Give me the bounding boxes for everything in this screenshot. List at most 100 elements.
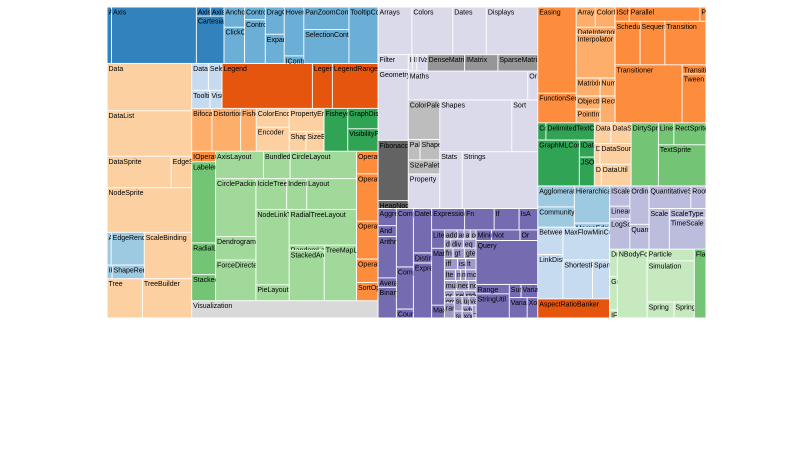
cell: Dates [452,7,487,55]
cell-rect [222,63,313,109]
cell-rect [537,122,546,141]
cell-rect [356,151,379,174]
cell-rect [511,99,538,152]
cell-label: TransitionEvent [684,67,732,74]
cell: IsA [519,208,538,230]
cell-rect [545,122,595,141]
cell-label: DateUtil [415,211,440,218]
cell-label: DataEvent [193,66,226,73]
cell-label: TimeScale [671,221,704,228]
cell: Property [408,174,440,209]
cell-label: Visualization [193,303,232,310]
cell-label: Match [433,251,452,258]
cell: add [444,229,458,240]
cell-rect [265,34,285,64]
cell-label: ArrayInterpolator [578,10,631,17]
cell-label: DenseMatrix [429,57,469,64]
cell-rect [594,164,602,186]
cell-label: TreeBuilder [144,281,181,288]
cell: Variable [521,284,538,298]
cell: Transitioner [614,64,683,123]
cell-label: DragForce [611,252,644,259]
cell-label: DataSprite [109,159,142,166]
cell-rect [256,108,290,128]
cell-rect [211,108,241,152]
cell-rect [452,7,487,55]
cell: DataSchema [610,122,632,144]
cell-label: VisibilityFilter [349,131,390,138]
cell-label: orderby [446,299,470,306]
cell-rect [521,284,538,298]
cell: eq [463,239,477,249]
cell-rect [519,229,538,241]
cell: Distortion [211,108,241,152]
cell-rect [576,34,615,78]
cell: ClickControl [223,27,245,64]
cell-label: MergeEdge [576,226,612,233]
cell-label: TooltipControl [350,10,393,17]
cell: SizePalette [408,159,446,175]
cell-rect [537,93,577,123]
cell-label: Dates [454,10,473,17]
cell-label: CircleLayout [292,154,331,161]
cell-rect [614,7,630,22]
cell-label: BifocalDistortion [193,111,244,118]
cell-label: Not [493,232,504,239]
cell-rect [191,300,379,319]
cell: Fn [464,208,495,230]
cell-rect [356,259,379,283]
cell: Transition [664,21,707,65]
cell-label: ShapeEncoder [291,134,338,141]
cell-rect [412,54,417,72]
cell-rect [454,290,465,297]
cell-label: not [470,283,480,290]
cell: Range [476,284,510,294]
cell: If [494,208,520,230]
cell: IRenderer [107,265,113,279]
cell-label: ShapeRenderer [114,268,164,275]
cell-rect [527,71,538,100]
cell: mul [444,280,458,291]
cell-label: PropertyEncoder [291,111,344,118]
cell: BinaryExpression [378,287,397,318]
cell: Spring [647,301,674,319]
cell-rect [600,77,615,96]
cell-label: SelectionControl [305,32,357,39]
cell: QuantitativeScale [648,185,691,209]
cell-rect [431,305,445,319]
cell-rect [378,69,409,141]
cell: AnchorControl [223,7,245,28]
cell-rect [460,269,466,281]
cell-label: Property [410,177,437,184]
cell: select [454,290,465,297]
cell-label: AggregateExpression [380,211,447,218]
cell: DataSprite [107,156,172,188]
cell-label: Layout [308,181,329,188]
cell-rect [527,297,538,319]
cell: PieLayout [255,284,290,301]
cell: xor [462,311,473,318]
cell-rect [289,108,324,132]
cell-rect [617,249,648,318]
cell-rect [610,122,632,144]
cell-label: LinearScale [611,209,648,216]
cell-label: SizePalette [410,162,446,169]
cell-rect [464,208,495,230]
cell: ExpandControl [265,34,285,64]
cell-label: AspectRatioBanker [539,301,600,308]
cell-rect [462,296,469,306]
cell: Pause [699,7,707,22]
cell-rect [263,151,291,179]
cell-label: mul [446,283,458,290]
cell-label: MaxFlowMinCut [564,230,614,237]
cell-label: CirclePackingLayout [217,181,281,188]
cell-label: IControl [286,58,311,65]
cell-label: Xor [529,300,541,307]
cell-label: ColorPalette [410,102,449,109]
cell: Operator [356,151,379,174]
cell: where [462,305,473,312]
cell: SparseMatrix [497,54,538,72]
cell-rect [476,229,492,241]
cell-label: update [464,299,486,306]
